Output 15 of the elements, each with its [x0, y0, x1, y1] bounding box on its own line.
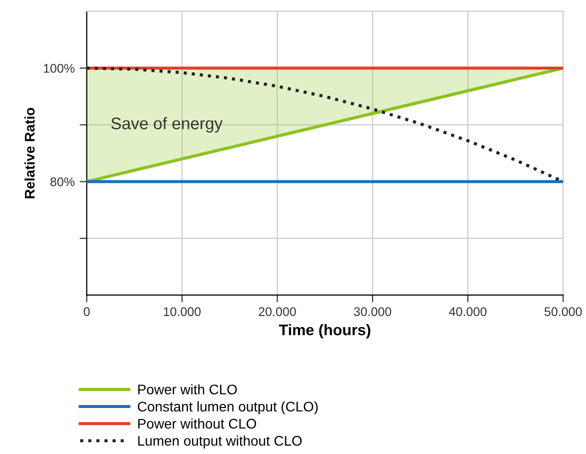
legend-label: Constant lumen output (CLO) — [138, 401, 318, 414]
y-axis-title: Relative Ratio — [24, 108, 35, 198]
x-tick-label: 10.000 — [164, 307, 201, 316]
y-tick-label: 80% — [50, 177, 74, 186]
y-tick-label: 100% — [44, 64, 74, 73]
x-tick-label: 40.000 — [449, 307, 486, 316]
x-tick-label: 50.000 — [544, 307, 582, 316]
legend-label: Power without CLO — [138, 418, 256, 429]
x-tick-label: 0 — [84, 307, 90, 316]
annotation: Save of energy — [111, 117, 223, 133]
x-tick-label: 20.000 — [258, 307, 296, 316]
legend-label: Lumen output without CLO — [138, 436, 302, 448]
x-axis-title: Time (hours) — [278, 324, 370, 338]
x-tick-label: 30.000 — [354, 307, 392, 316]
legend-label: Power with CLO — [138, 384, 237, 394]
